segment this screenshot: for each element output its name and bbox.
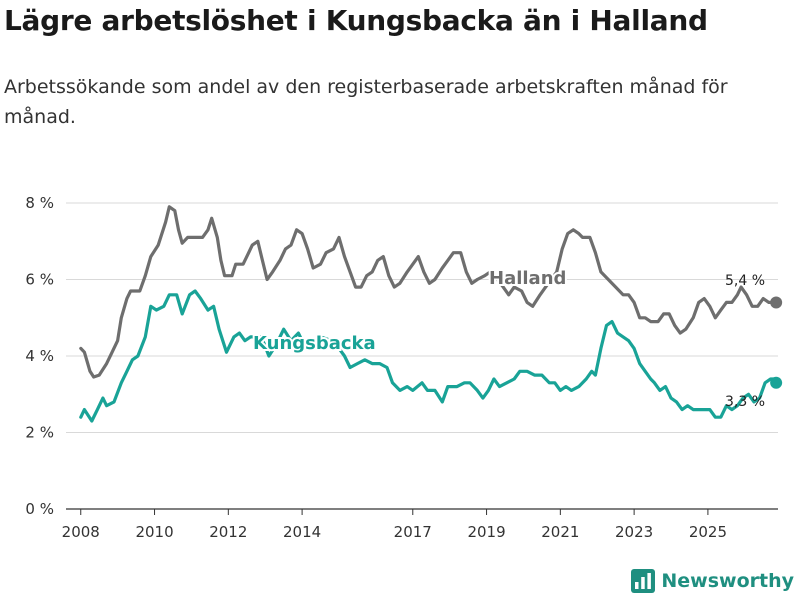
y-tick-label: 4 % <box>25 347 54 365</box>
x-tick-label: 2021 <box>541 523 579 541</box>
series-line-kungsbacka <box>79 289 778 423</box>
x-tick-label: 2017 <box>394 523 432 541</box>
series-endpoint-halland <box>770 296 783 309</box>
y-tick-label: 6 % <box>25 271 54 289</box>
series-label-halland: Halland <box>489 268 566 289</box>
chart-series <box>79 205 783 423</box>
x-tick-label: 2010 <box>135 523 173 541</box>
y-tick-label: 2 % <box>25 424 54 442</box>
chart-labels: Halland Kungsbacka 5,4 % 3,3 % <box>251 266 765 410</box>
y-tick-label: 8 % <box>25 194 54 212</box>
y-axis-ticks: 0 % 2 % 4 % 6 % 8 % <box>25 194 54 518</box>
series-label-kungsbacka: Kungsbacka <box>253 333 376 354</box>
x-tick-label: 2019 <box>467 523 505 541</box>
x-axis: 2008 2010 2012 2014 2017 2019 2021 2023 2025 <box>62 509 727 541</box>
page-subtitle: Arbetssökande som andel av den registerb… <box>4 76 728 128</box>
brand-logo[interactable]: Newsworthy <box>631 569 794 593</box>
chart-gridlines <box>66 202 778 510</box>
page-title: Lägre arbetslöshet i Kungsbacka än i Hal… <box>4 4 708 37</box>
brand-name: Newsworthy <box>661 570 794 592</box>
end-label-kungsbacka: 3,3 % <box>725 394 765 410</box>
x-tick-label: 2025 <box>689 523 727 541</box>
end-label-halland: 5,4 % <box>725 273 765 289</box>
x-tick-label: 2008 <box>62 523 100 541</box>
series-endpoint-kungsbacka <box>770 376 783 389</box>
x-tick-label: 2014 <box>283 523 321 541</box>
series-line-halland <box>79 205 778 379</box>
bar-chart-logo-icon <box>631 569 656 593</box>
y-tick-label: 0 % <box>25 500 54 518</box>
x-tick-label: 2012 <box>209 523 247 541</box>
x-tick-label: 2023 <box>615 523 653 541</box>
